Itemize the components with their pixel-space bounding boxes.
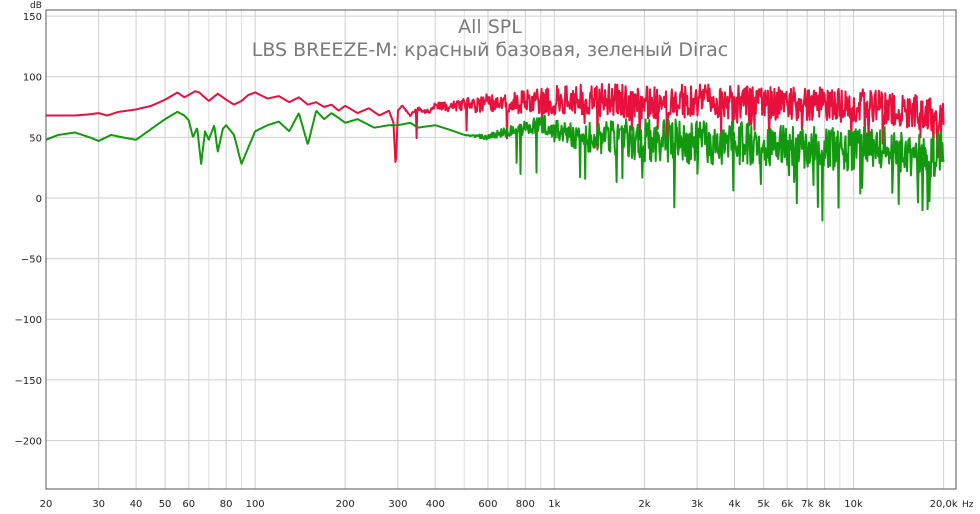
x-tick-label: 800 <box>516 499 535 510</box>
series-line-2 <box>45 110 945 222</box>
x-tick-label: 5k <box>757 499 769 510</box>
chart-title: All SPL <box>458 16 522 38</box>
x-axis-label: Hz <box>962 500 974 510</box>
grid <box>45 10 956 489</box>
x-tick-label: 60 <box>182 499 195 510</box>
y-tick-label: −50 <box>21 255 42 266</box>
x-tick-label: 100 <box>246 499 265 510</box>
x-tick-label: 1k <box>548 499 560 510</box>
x-tick-label: 4k <box>728 499 740 510</box>
x-tick-label: 200 <box>336 499 355 510</box>
y-tick-label: 150 <box>23 12 42 23</box>
y-axis-label: dB <box>30 1 42 11</box>
x-tick-label: 20,0k <box>930 499 958 510</box>
y-tick-labels: 150 100 50 0 −50 −100 −150 −200 <box>15 12 42 447</box>
x-tick-label: 400 <box>426 499 445 510</box>
plot-frame <box>45 9 957 490</box>
x-tick-label: 6k <box>781 499 793 510</box>
x-tick-label: 8k <box>818 499 830 510</box>
x-tick-label: 3k <box>691 499 703 510</box>
plot-background <box>46 10 956 489</box>
series-group <box>45 83 945 222</box>
chart-subtitle: LBS BREEZE-M: красный базовая, зеленый D… <box>252 39 728 61</box>
y-tick-label: 0 <box>36 194 42 205</box>
y-tick-label: 100 <box>23 73 42 84</box>
x-tick-label: 2k <box>638 499 650 510</box>
x-tick-label: 300 <box>388 499 407 510</box>
y-tick-label: −200 <box>15 436 42 447</box>
x-tick-label: 10k <box>844 499 863 510</box>
y-tick-label: −100 <box>15 315 42 326</box>
x-tick-label: 40 <box>130 499 143 510</box>
x-tick-label: 80 <box>220 499 233 510</box>
y-tick-label: −150 <box>15 376 42 387</box>
x-tick-label: 600 <box>478 499 497 510</box>
x-tick-label: 50 <box>159 499 172 510</box>
x-tick-label: 7k <box>801 499 813 510</box>
x-tick-label: 20 <box>40 499 53 510</box>
x-tick-labels: 20 30 40 50 60 80 100 200 300 400 600 800 1k 2k 3k 4k 5k… <box>40 499 958 510</box>
series-line-1 <box>45 83 945 163</box>
x-tick-label: 30 <box>92 499 105 510</box>
y-tick-label: 50 <box>29 133 42 144</box>
